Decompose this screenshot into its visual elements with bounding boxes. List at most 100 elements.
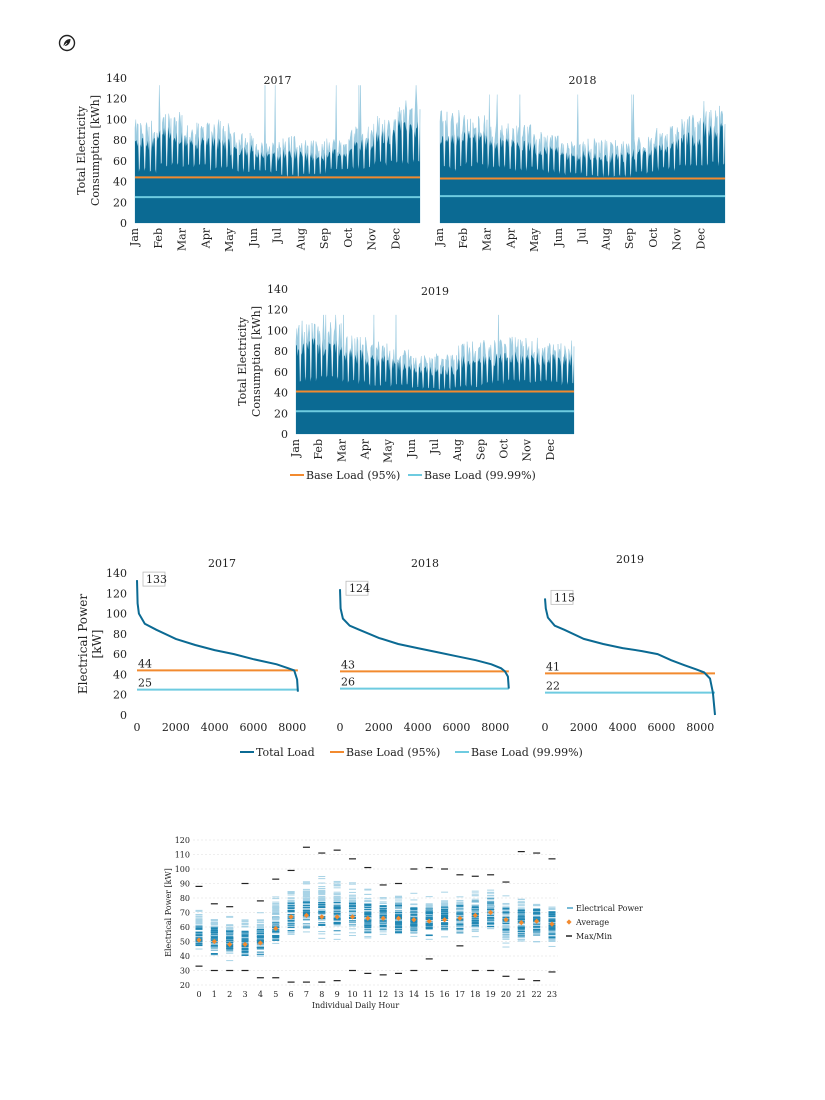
y-tick-label: 20 <box>113 196 127 209</box>
x-tick-label: 23 <box>547 990 557 999</box>
x-tick-label: 13 <box>393 990 403 999</box>
x-tick-label: 15 <box>424 990 434 999</box>
x-tick-label: 16 <box>439 990 449 999</box>
peak-label-box <box>550 589 574 605</box>
base-load-9999-value: 26 <box>341 676 355 689</box>
x-tick-label: 18 <box>470 990 480 999</box>
peak-label-box <box>345 580 369 596</box>
y-tick-label: 100 <box>106 608 127 621</box>
y-tick-label: 120 <box>267 304 288 317</box>
month-label: Mar <box>335 438 348 462</box>
x-tick-label: 6000 <box>647 721 675 734</box>
panel-title: 2019 <box>421 285 449 298</box>
y-axis-label-line: Total Electricity <box>75 105 88 195</box>
base-load-9999-value: 25 <box>138 677 152 690</box>
base-load-9999-value: 22 <box>546 680 560 693</box>
peak-value-label: 133 <box>146 573 167 586</box>
total-load-curve <box>339 589 510 689</box>
average-marker <box>441 917 448 923</box>
hourly-legend: Electrical Power Average Max/Min <box>566 904 643 941</box>
y-tick-label: 110 <box>175 851 190 860</box>
x-tick-label: 5 <box>273 990 278 999</box>
month-label: Jun <box>247 228 260 248</box>
legend-label: Average <box>575 918 609 927</box>
month-label: Aug <box>451 439 464 462</box>
month-label: Sep <box>623 228 636 249</box>
y-tick-label: 60 <box>113 155 127 168</box>
x-tick-label: 3 <box>242 990 247 999</box>
average-marker <box>211 938 217 945</box>
month-label: Jan <box>433 228 446 247</box>
y-tick-label: 120 <box>106 93 127 106</box>
duration-legend: Total Load Base Load (95%) Base Load (99.9… <box>240 746 583 759</box>
month-label: Jul <box>576 228 589 244</box>
y-tick-label: 80 <box>113 134 127 147</box>
average-marker <box>411 917 417 923</box>
panel-title: 2018 <box>411 557 439 570</box>
x-tick-label: 19 <box>486 990 496 999</box>
panel-title: 2017 <box>208 557 236 570</box>
y-tick-label: 0 <box>120 709 127 722</box>
x-tick-label: 12 <box>378 990 388 999</box>
y-tick-label: 0 <box>120 217 127 230</box>
x-tick-label: 4000 <box>609 721 637 734</box>
y-axis-label-line: Consumption [kWh] <box>250 306 263 417</box>
leaf-circle-icon <box>58 34 76 52</box>
month-label: Oct <box>498 438 511 458</box>
y-tick-label: 80 <box>113 628 127 641</box>
average-marker <box>257 940 263 946</box>
base-load-95-value: 44 <box>138 657 152 670</box>
month-label: Apr <box>359 438 372 460</box>
y-tick-label: 20 <box>274 407 288 420</box>
y-axis-label-line: [kW] <box>90 630 104 659</box>
panel-2019: 2019 Jan Feb Mar Apr May Jun Jul Aug Sep Oct Nov Dec <box>289 285 575 463</box>
legend-label: Base Load (95%) <box>346 746 440 759</box>
month-label: Jan <box>128 228 141 247</box>
panel-title: 2017 <box>264 74 292 87</box>
panel-title: 2018 <box>569 74 597 87</box>
panel-title: 2019 <box>616 553 644 566</box>
legend-label: Base Load (99.99%) <box>424 469 536 482</box>
month-label: Sep <box>474 439 487 460</box>
month-label: Oct <box>342 227 355 247</box>
x-tick-label: 8000 <box>686 721 714 734</box>
y-tick-label: 80 <box>274 345 288 358</box>
average-marker <box>488 909 494 916</box>
panel-2017: 2017 Jan Feb Mar Apr May Jun Jul Aug Sep Oct Nov Dec <box>128 74 421 252</box>
month-label: Jun <box>552 228 565 248</box>
month-label: Jul <box>428 439 441 455</box>
legend-label: Max/Min <box>576 932 612 941</box>
x-tick-label: 7 <box>304 990 309 999</box>
y-tick-label: 60 <box>180 923 190 932</box>
x-tick-label: 14 <box>409 990 419 999</box>
month-label: Apr <box>504 227 517 249</box>
month-label: Jan <box>289 439 302 458</box>
month-label: Feb <box>457 228 470 249</box>
y-tick-label: 20 <box>113 689 127 702</box>
peak-label-box <box>142 571 166 587</box>
month-label: Apr <box>199 227 212 249</box>
x-tick-label: 4000 <box>404 721 432 734</box>
month-label: Feb <box>312 439 325 460</box>
y-axis-label: Electrical Power [kW] <box>164 868 173 957</box>
y-tick-label: 90 <box>180 880 190 889</box>
x-tick-label: 0 <box>134 721 141 734</box>
legend-label: Base Load (99.99%) <box>471 746 583 759</box>
y-tick-label: 60 <box>274 366 288 379</box>
y-axis: 0 20 40 60 80 100 120 140 Total Electricity Consu… <box>236 283 288 441</box>
panel-2018: 2018 0 2000 4000 6000 8000 43 26 124 <box>337 557 510 734</box>
average-marker <box>303 912 310 918</box>
x-tick-label: 0 <box>196 990 201 999</box>
x-tick-label: 6000 <box>442 721 470 734</box>
x-tick-label: 4 <box>258 990 263 999</box>
timeseries-legend: Base Load (95%) Base Load (99.99%) <box>290 469 536 482</box>
peak-value-label: 115 <box>554 591 575 604</box>
month-label: Jun <box>405 439 418 459</box>
consumption-area <box>440 121 725 223</box>
month-label: Sep <box>318 228 331 249</box>
x-tick-label: 9 <box>335 990 340 999</box>
y-tick-label: 50 <box>180 938 190 947</box>
x-tick-label: 2 <box>227 990 232 999</box>
month-label: May <box>223 227 236 252</box>
